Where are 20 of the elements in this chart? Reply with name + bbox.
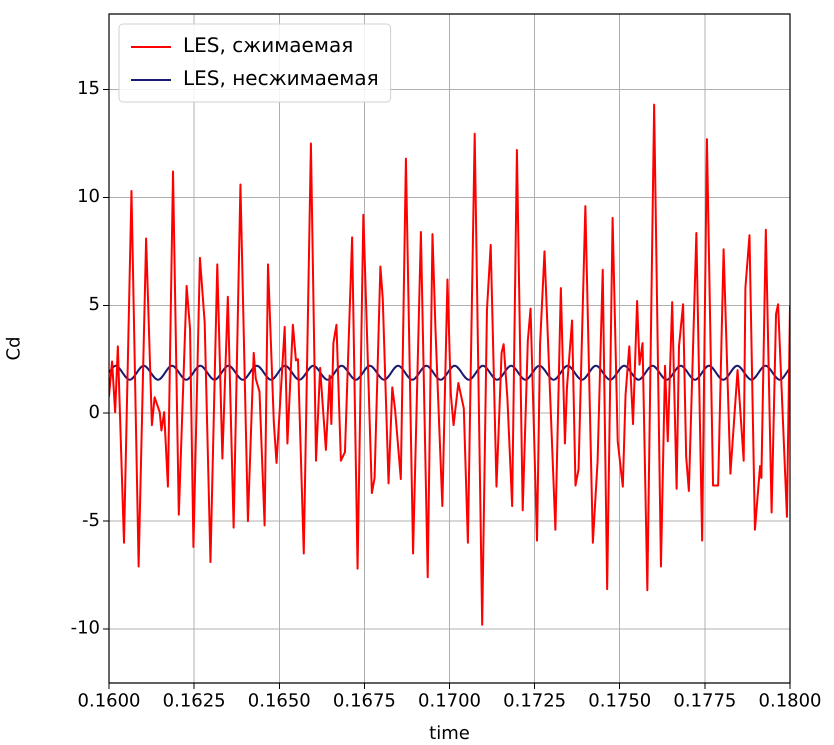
y-tick-label: 0: [88, 402, 100, 423]
y-tick-label: -10: [70, 618, 100, 639]
legend-label: LES, сжимаемая: [183, 33, 354, 58]
x-tick-label: 0.1625: [162, 690, 226, 712]
x-tick-label: 0.1600: [78, 690, 140, 712]
line-series: [109, 364, 790, 381]
x-tick-label: 0.1800: [758, 690, 822, 712]
y-axis-title: Cd: [3, 336, 24, 360]
x-tick-label: 0.1700: [418, 690, 481, 712]
x-tick-label: 0.1775: [673, 690, 736, 712]
y-tick-label: 5: [88, 294, 100, 316]
x-axis-title: time: [429, 722, 470, 744]
legend-label: LES, несжимаемая: [183, 66, 379, 90]
x-tick-label: 0.1750: [588, 690, 652, 712]
y-tick-label: 10: [77, 186, 100, 208]
x-tick-label: 0.1675: [332, 690, 396, 712]
x-tick-label: 0.1650: [248, 690, 311, 712]
x-tick-label: 0.1725: [503, 690, 566, 712]
y-tick-label: -5: [82, 510, 100, 531]
y-tick-label: 15: [77, 78, 100, 100]
